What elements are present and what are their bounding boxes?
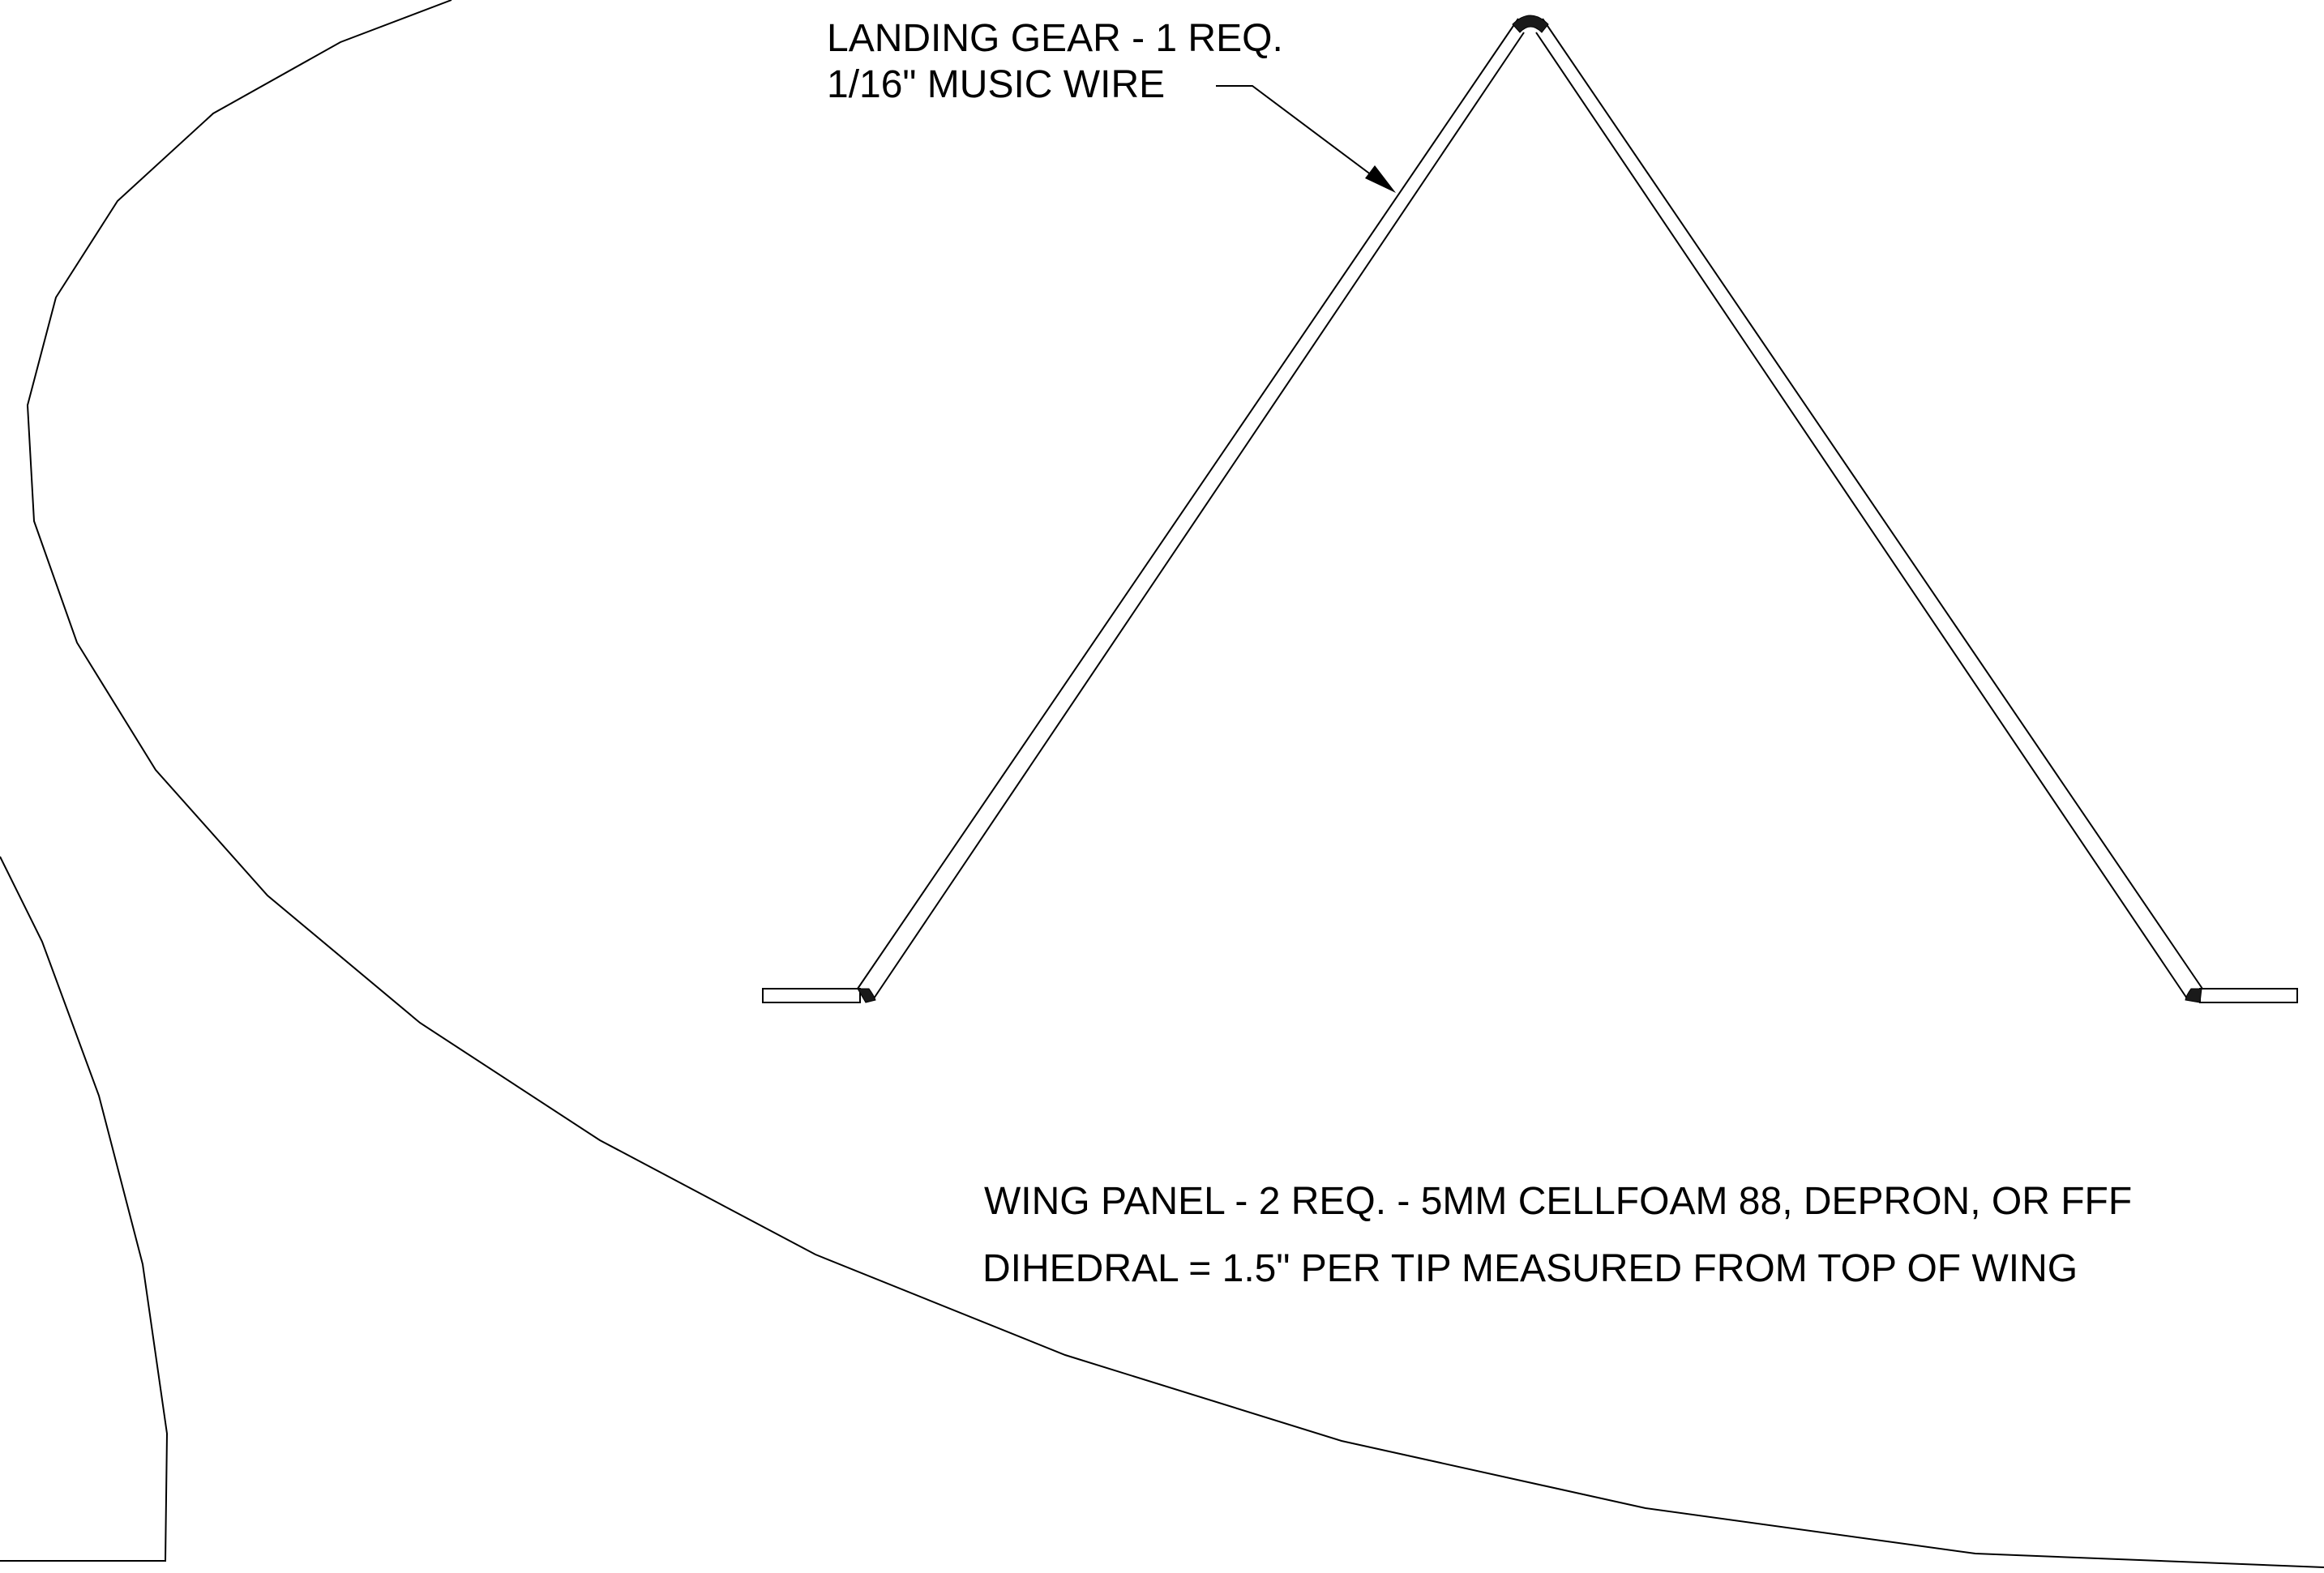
leader-line	[1216, 85, 1379, 181]
left-leg-inner	[873, 32, 1525, 999]
wing-panel-note: WING PANEL - 2 REQ. - 5MM CELLFOAM 88, D…	[984, 1180, 2132, 1223]
left-foot-segment	[762, 988, 861, 1003]
dihedral-note: DIHEDRAL = 1.5" PER TIP MEASURED FROM TO…	[982, 1247, 2078, 1290]
right-leg-inner	[1535, 32, 2188, 999]
right-leg-outer	[1542, 18, 2203, 990]
right-foot-segment	[2199, 988, 2298, 1003]
leader-arrowhead	[1365, 165, 1396, 193]
apex-bend	[1512, 15, 1549, 33]
landing-gear-label: LANDING GEAR - 1 REQ.	[827, 17, 1283, 60]
right-foot-bend	[2185, 988, 2202, 1003]
wing-panel-outline	[26, 0, 2324, 1568]
landing-gear-material: 1/16" MUSIC WIRE	[827, 63, 1165, 106]
landing-gear-wire	[762, 15, 2298, 1003]
left-leg-outer	[857, 18, 1519, 990]
left-foot-bend	[857, 988, 876, 1003]
wing-root-edge	[0, 856, 169, 1562]
